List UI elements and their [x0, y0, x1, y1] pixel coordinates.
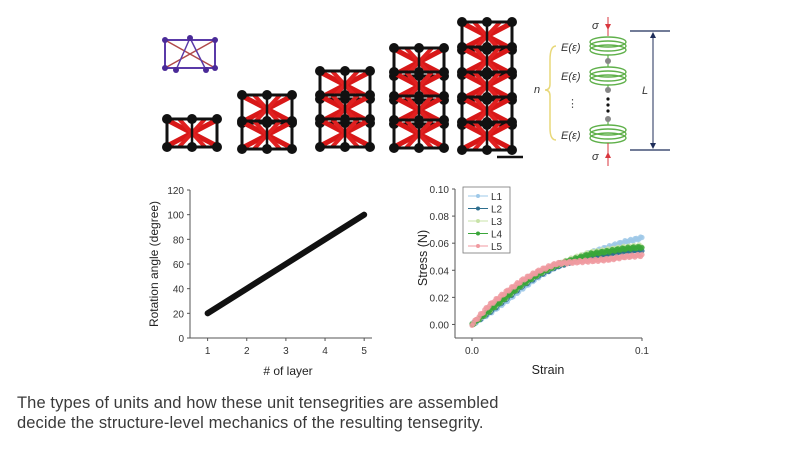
arrow-up-icon — [605, 152, 611, 158]
stress-top-label: σ — [592, 20, 599, 32]
modulus-label-3: E(ε) — [561, 130, 581, 142]
y-tick-label: 80 — [173, 235, 185, 246]
arrow-down-icon — [605, 24, 611, 30]
stack-2-layers — [237, 90, 297, 154]
y-tick-label: 0.06 — [430, 239, 450, 250]
stack-5-layers — [457, 17, 517, 155]
brace-icon — [544, 45, 557, 141]
y-tick-label: 40 — [173, 285, 185, 296]
x-tick-label: 3 — [283, 346, 289, 357]
x-tick-label: 1 — [205, 346, 211, 357]
legend-label: L4 — [491, 230, 503, 241]
y-tick-label: 60 — [173, 260, 185, 271]
y-tick-label: 120 — [167, 186, 184, 197]
caption-line-2: decide the structure-level mechanics of … — [17, 414, 484, 432]
y-tick-label: 0.00 — [430, 320, 450, 331]
y-tick-label: 0 — [178, 334, 184, 345]
legend-label: L5 — [491, 242, 503, 253]
x-tick-label: 2 — [244, 346, 250, 357]
y-axis-label: Stress (N) — [416, 230, 430, 286]
modulus-label-1: E(ε) — [561, 42, 581, 54]
stack-1-layer — [162, 114, 222, 152]
y-tick-label: 0.04 — [430, 266, 450, 277]
x-tick-label: 0.0 — [465, 346, 479, 357]
stack-3-layers — [315, 66, 375, 152]
y-tick-label: 20 — [173, 309, 185, 320]
x-axis-label: Strain — [532, 363, 565, 377]
y-tick-label: 100 — [167, 211, 184, 222]
y-axis-label: Rotation angle (degree) — [147, 201, 161, 327]
length-label: L — [642, 85, 648, 97]
modulus-label-2: E(ε) — [561, 71, 581, 83]
spring-series-diagram: σ σ E(ε) E(ε) ⋮ E(ε) n L — [534, 17, 670, 166]
rotation-angle-chart: 0 20 40 60 80 100 120 1 2 3 4 5 # of layer Rotation… — [147, 186, 372, 378]
y-tick-label: 0.08 — [430, 212, 450, 223]
y-tick-label: 0.02 — [430, 293, 450, 304]
series-l5 — [469, 251, 645, 328]
rotation-line — [204, 211, 368, 317]
ellipsis-label: ⋮ — [567, 98, 578, 110]
x-tick-label: 0.1 — [635, 346, 649, 357]
x-axis-label: # of layer — [263, 364, 312, 378]
x-tick-label: 5 — [361, 346, 367, 357]
stack-4-layers — [389, 43, 449, 153]
y-tick-label: 0.10 — [430, 185, 450, 196]
legend-label: L3 — [491, 217, 503, 228]
count-label: n — [534, 84, 540, 96]
unit-model — [162, 35, 218, 73]
legend-label: L1 — [491, 192, 503, 203]
stress-bottom-label: σ — [592, 151, 599, 163]
caption-line-1: The types of units and how these unit te… — [17, 394, 499, 412]
legend-label: L2 — [491, 205, 503, 216]
tensegrity-stacks-figure — [150, 0, 523, 159]
x-tick-label: 4 — [322, 346, 328, 357]
slide-caption: The types of units and how these unit te… — [17, 393, 577, 433]
